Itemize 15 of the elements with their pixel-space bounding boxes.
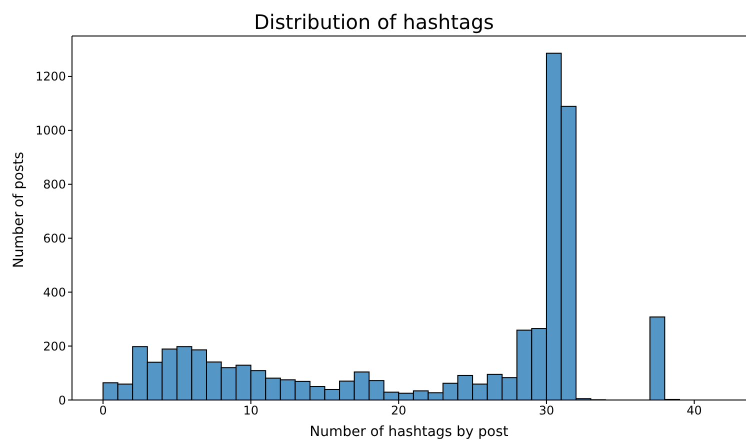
y-tick-label: 1200 [35, 70, 66, 84]
y-tick-label: 800 [43, 178, 66, 192]
x-tick-label: 0 [99, 404, 107, 418]
y-tick-label: 600 [43, 231, 66, 246]
y-axis-title: Number of posts [10, 152, 27, 268]
x-tick-label: 30 [538, 404, 554, 418]
x-tick-label: 20 [391, 404, 406, 418]
x-tick-label: 10 [243, 404, 258, 418]
y-tick-label: 200 [43, 339, 66, 354]
y-tick-label: 400 [43, 285, 66, 300]
chart-title: Distribution of hashtags [253, 10, 495, 34]
x-tick-label: 40 [686, 404, 702, 418]
y-tick-label: 0 [58, 393, 66, 408]
x-axis-title: Number of hashtags by post [310, 424, 509, 440]
y-tick-label: 1000 [35, 124, 66, 138]
